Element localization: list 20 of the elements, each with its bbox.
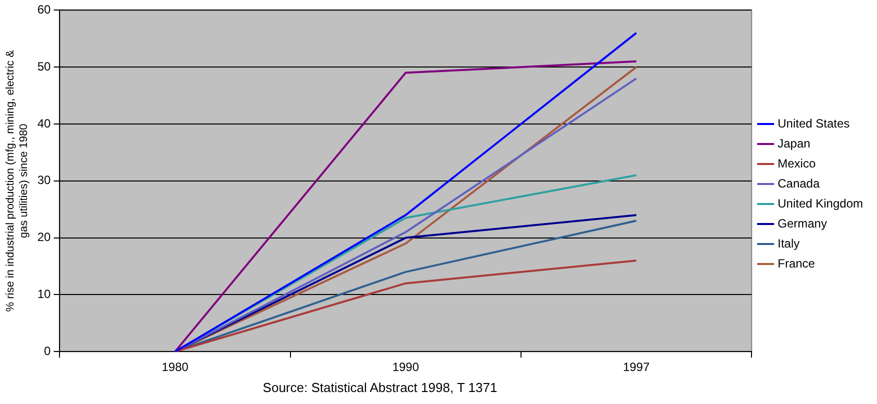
legend-label: United Kingdom: [778, 196, 864, 210]
legend-label: Italy: [778, 236, 800, 250]
legend-label: Japan: [778, 136, 810, 150]
y-tick-label: 10: [37, 287, 52, 302]
legend-label: Canada: [778, 176, 820, 190]
x-tick-label: 1997: [622, 360, 650, 374]
legend-label: Germany: [778, 216, 827, 230]
y-axis-title: % rise in industrial production (mfg., mining, electric & gas utilities) since 1980: [4, 49, 30, 312]
legend-label: Mexico: [778, 156, 816, 170]
y-tick-label: 30: [37, 173, 52, 188]
y-tick-label: 0: [44, 344, 52, 358]
legend-label: France: [778, 256, 816, 270]
x-tick-label: 1990: [392, 360, 420, 374]
source-note: Source: Statistical Abstract 1998, T 1371: [262, 380, 498, 395]
y-tick-label: 60: [37, 2, 52, 17]
y-tick-label: 20: [37, 230, 52, 244]
legend-label: United States: [778, 116, 850, 130]
x-tick-label: 1980: [162, 360, 189, 374]
y-tick-label: 40: [37, 116, 52, 130]
y-tick-label: 50: [37, 59, 52, 74]
